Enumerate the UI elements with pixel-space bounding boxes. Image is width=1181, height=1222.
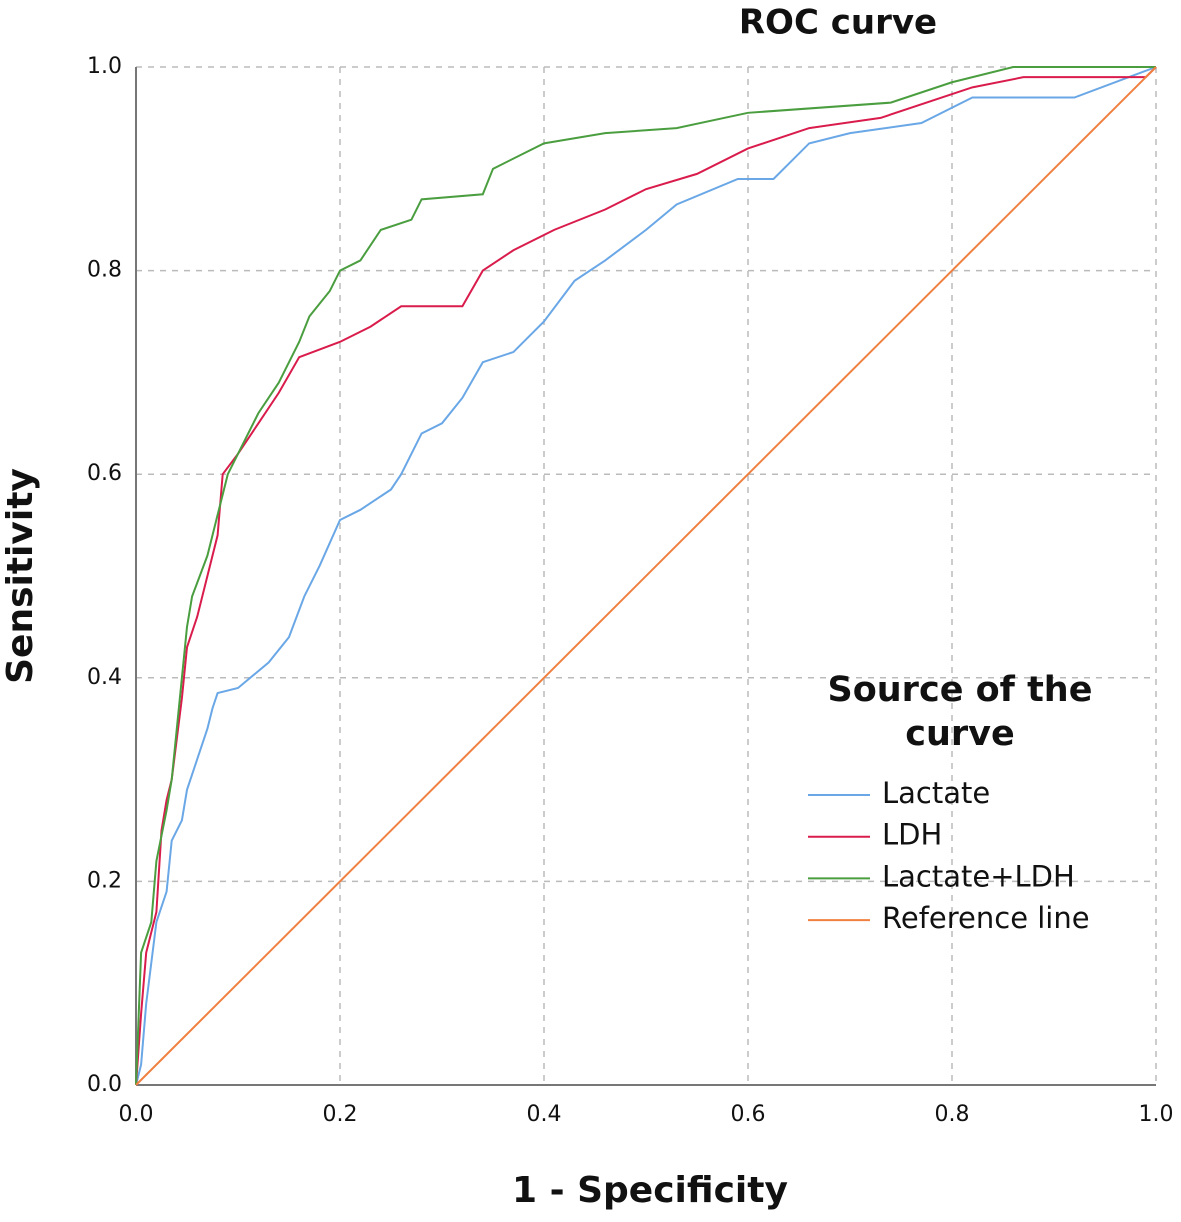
y-axis-label: Sensitivity bbox=[0, 468, 41, 684]
roc-line bbox=[135, 66, 1157, 1086]
legend-label: Reference line bbox=[882, 901, 1090, 935]
roc-line bbox=[135, 66, 1157, 1086]
roc-line bbox=[135, 66, 1156, 1086]
legend-label: Lactate bbox=[882, 776, 990, 810]
x-axis-label: 1 - Specificity bbox=[512, 1170, 788, 1211]
x-tick-label: 1.0 bbox=[1139, 1102, 1174, 1127]
legend-label: LDH bbox=[882, 818, 942, 852]
y-tick-label: 1.0 bbox=[87, 54, 122, 79]
legend-title: Source of the curve bbox=[827, 670, 1093, 754]
y-tick-label: 0.0 bbox=[87, 1072, 122, 1097]
x-tick-label: 0.6 bbox=[731, 1102, 766, 1127]
chart-title: ROC curve bbox=[739, 3, 937, 43]
x-tick-label: 0.0 bbox=[119, 1102, 154, 1127]
y-tick-label: 0.8 bbox=[87, 258, 122, 283]
x-tick-label: 0.2 bbox=[323, 1102, 358, 1127]
y-tick-label: 0.4 bbox=[87, 665, 122, 690]
x-tick-label: 0.8 bbox=[935, 1102, 970, 1127]
y-tick-label: 0.6 bbox=[87, 461, 122, 486]
y-tick-label: 0.2 bbox=[87, 868, 122, 893]
legend-label: Lactate+LDH bbox=[882, 859, 1075, 893]
x-tick-label: 0.4 bbox=[527, 1102, 562, 1127]
